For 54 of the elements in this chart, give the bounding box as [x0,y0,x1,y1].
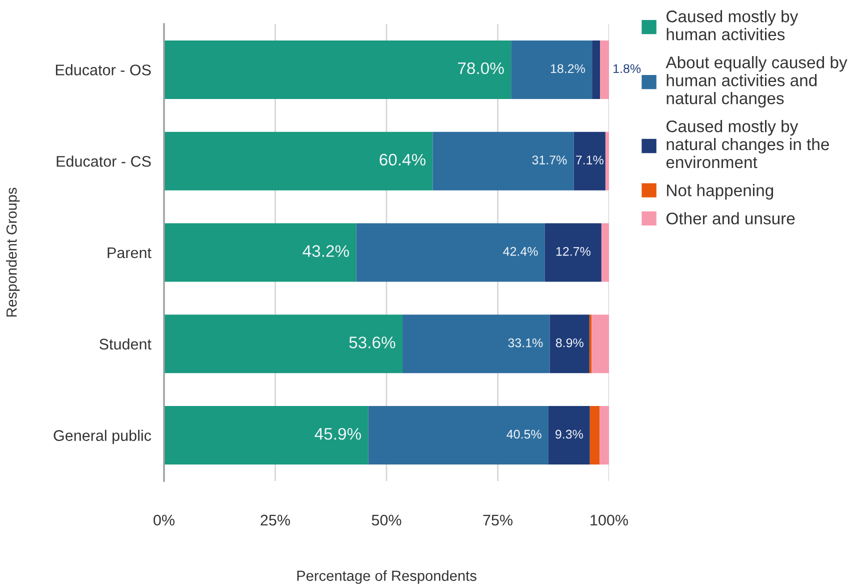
bar [605,132,609,190]
bar [592,40,600,99]
bar [432,132,574,190]
data-label: 78.0% [458,62,504,74]
bar [589,314,592,374]
x-tick-label: 50% [372,514,402,526]
data-label: 8.9% [556,338,584,348]
bar [600,406,609,465]
x-axis-title: Percentage of Respondents [297,570,476,584]
bar [164,223,356,282]
bar [164,406,368,465]
x-tick-label: 0% [154,514,174,526]
bar [601,223,609,282]
data-label: 31.7% [532,156,567,164]
y-tick-label: Educator - OS [56,64,151,76]
y-tick-label: Educator - CS [56,156,151,167]
data-label: 7.1% [576,156,604,164]
data-label: 45.9% [314,428,361,440]
bar [164,314,403,374]
bar [550,314,590,374]
bar [590,406,600,465]
legend-label: Not happening [667,184,774,200]
data-label: 42.4% [503,247,538,256]
data-label: 9.3% [556,430,583,439]
data-label: 40.5% [506,430,542,439]
bar [164,40,512,99]
bar [356,223,545,282]
data-label: 43.2% [302,245,349,257]
data-label: 53.6% [349,336,396,348]
y-tick-label: General public [54,430,152,444]
y-axis-title: Respondent Groups [6,188,20,317]
legend-label: About equally caused by human activities and natural changes [666,56,848,108]
x-tick-label: 100% [590,514,628,526]
data-label: 33.1% [508,338,543,348]
data-label: 1.8% [614,64,641,74]
data-label: 12.7% [556,247,590,256]
bar [544,223,602,282]
data-label: 60.4% [380,154,426,166]
y-tick-label: Student [100,338,152,350]
bar [600,40,609,99]
x-tick-label: 75% [483,514,512,526]
bar [548,406,590,465]
bar [511,40,592,99]
data-label: 18.2% [550,64,585,74]
bar [368,406,548,465]
bar [574,132,606,190]
y-tick-label: Parent [108,248,152,258]
legend-label: Caused mostly by human activities [666,10,798,40]
legend-label: Other and unsure [666,212,795,224]
legend-label: Caused mostly by natural changes in the environment [666,120,829,168]
bar [402,314,550,374]
bar [592,314,609,374]
x-tick-label: 25% [260,514,290,526]
bar [164,132,433,190]
